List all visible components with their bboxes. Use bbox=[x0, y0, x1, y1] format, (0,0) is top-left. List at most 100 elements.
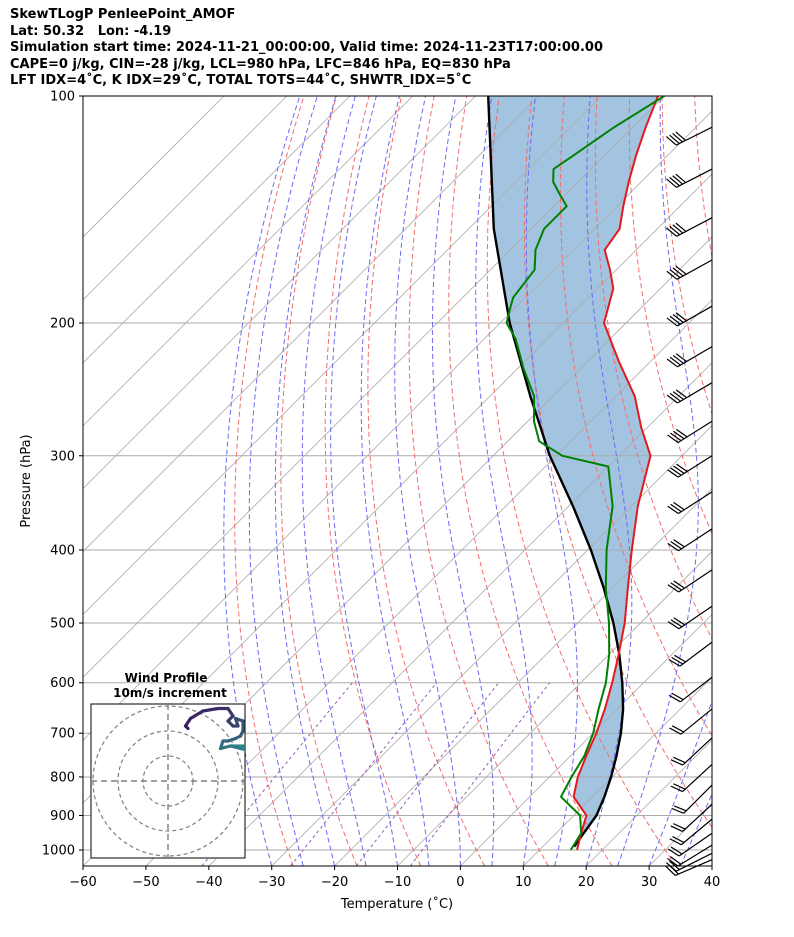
wind-barb bbox=[667, 455, 713, 478]
moist-adiabat bbox=[301, 96, 367, 866]
isotherm-line bbox=[83, 96, 602, 615]
moist-adiabat bbox=[585, 96, 633, 866]
x-tick-label: 0 bbox=[456, 875, 464, 890]
x-tick-label: 40 bbox=[704, 875, 721, 890]
hodograph-segment bbox=[228, 744, 243, 751]
moist-adiabat bbox=[330, 96, 398, 866]
x-tick-label: −30 bbox=[258, 875, 285, 890]
dry-adiabat bbox=[559, 96, 712, 737]
hodograph-segment bbox=[183, 724, 190, 731]
isotherm-line bbox=[83, 96, 665, 678]
isotherm-line bbox=[83, 96, 413, 427]
wind-barb bbox=[666, 168, 713, 188]
isotherm-line bbox=[711, 865, 712, 866]
header-text: SkewTLogP PenleePoint_AMOF Lat: 50.32 Lo… bbox=[10, 7, 603, 90]
wind-barb bbox=[667, 832, 713, 857]
x-tick-label: −10 bbox=[384, 875, 411, 890]
isotherm-line bbox=[83, 96, 288, 301]
dry-adiabat bbox=[760, 96, 794, 866]
chart-title: SkewTLogP PenleePoint_AMOF bbox=[10, 7, 236, 22]
isotherm-line bbox=[523, 676, 712, 866]
moist-adiabat bbox=[248, 96, 318, 866]
wind-barb bbox=[667, 528, 713, 552]
wind-barbs bbox=[665, 126, 713, 877]
isotherm-line bbox=[83, 96, 351, 364]
moist-adiabat bbox=[617, 96, 699, 866]
hodograph-segment bbox=[238, 746, 245, 752]
wind-barb bbox=[669, 708, 713, 735]
hodograph-inset: Wind Profile 10m/s increment bbox=[90, 671, 246, 859]
wind-barb bbox=[667, 569, 713, 593]
isotherm-line bbox=[334, 488, 712, 866]
isotherm-line bbox=[83, 96, 225, 238]
wind-barb bbox=[667, 491, 713, 515]
wind-barb bbox=[667, 605, 713, 630]
x-axis-label: Temperature (˚C) bbox=[340, 896, 453, 912]
isotherm-line bbox=[271, 425, 712, 866]
mixing-ratio-line bbox=[290, 682, 437, 866]
y-tick-label: 800 bbox=[50, 770, 75, 785]
y-tick-label: 500 bbox=[50, 617, 75, 632]
y-tick-label: 200 bbox=[50, 316, 75, 331]
profile-lines bbox=[487, 96, 665, 851]
wind-barb bbox=[669, 818, 713, 846]
y-tick-label: 900 bbox=[50, 809, 75, 824]
y-tick-label: 300 bbox=[50, 449, 75, 464]
x-tick-label: −40 bbox=[195, 875, 222, 890]
wind-barb bbox=[666, 217, 713, 237]
dry-adiabat bbox=[486, 96, 677, 866]
isotherm-line bbox=[83, 96, 476, 490]
x-tick-label: 10 bbox=[515, 875, 532, 890]
stability-indices: CAPE=0 j/kg, CIN=-28 j/kg, LCL=980 hPa, … bbox=[10, 56, 511, 72]
hodograph-ring bbox=[117, 730, 219, 832]
moist-adiabat bbox=[711, 864, 712, 866]
moist-adiabat bbox=[223, 96, 301, 866]
wind-barb bbox=[670, 803, 713, 832]
hodograph-segment bbox=[241, 744, 245, 750]
isotherm-line bbox=[397, 550, 712, 866]
moist-adiabat bbox=[648, 699, 712, 866]
wind-barb bbox=[668, 676, 713, 703]
wind-barb bbox=[666, 382, 713, 404]
wind-barb bbox=[670, 763, 713, 793]
isotherm-line bbox=[460, 613, 712, 866]
dry-adiabat bbox=[408, 96, 549, 866]
background-lines bbox=[83, 96, 794, 866]
x-tick-label: −50 bbox=[132, 875, 159, 890]
hodograph-subtitle: 10m/s increment bbox=[113, 686, 227, 700]
dry-adiabat bbox=[661, 96, 712, 416]
isotherm-line bbox=[83, 110, 712, 741]
wind-barb bbox=[670, 737, 713, 766]
moist-adiabat bbox=[525, 96, 578, 866]
wind-barb bbox=[666, 346, 713, 368]
temperature-line bbox=[572, 96, 659, 851]
simulation-times: Simulation start time: 2024-11-21_00:00:… bbox=[10, 40, 603, 55]
moist-adiabat bbox=[274, 96, 337, 866]
wind-barb bbox=[666, 305, 713, 327]
hodograph-content bbox=[91, 704, 245, 858]
x-tick-label: 20 bbox=[578, 875, 595, 890]
wind-barb bbox=[665, 852, 713, 872]
y-tick-label: 400 bbox=[50, 543, 75, 558]
wind-barb bbox=[666, 259, 713, 280]
x-tick-label: 30 bbox=[641, 875, 658, 890]
wind-barb bbox=[671, 784, 713, 814]
hodograph-segment bbox=[201, 706, 220, 713]
isotherm-line bbox=[145, 299, 712, 866]
other-indices: LFT IDX=4˚C, K IDX=29˚C, TOTAL TOTS=44˚C… bbox=[10, 73, 472, 88]
isotherm-line bbox=[775, 96, 794, 866]
mixing-ratio-line bbox=[409, 682, 550, 866]
y-tick-label: 100 bbox=[50, 90, 75, 105]
moist-adiabat bbox=[394, 96, 461, 866]
wind-barb bbox=[667, 420, 713, 443]
y-tick-label: 700 bbox=[50, 727, 75, 742]
dewpoint-line bbox=[505, 96, 665, 851]
x-tick-label: −60 bbox=[69, 875, 96, 890]
moist-adiabat bbox=[431, 96, 495, 866]
lat-lon: Lat: 50.32 Lon: -4.19 bbox=[10, 23, 172, 39]
dry-adiabat bbox=[234, 96, 305, 866]
cape-shading bbox=[488, 96, 658, 847]
dry-adiabat bbox=[727, 96, 794, 866]
y-tick-label: 1000 bbox=[42, 844, 75, 859]
dry-adiabat bbox=[523, 96, 712, 829]
